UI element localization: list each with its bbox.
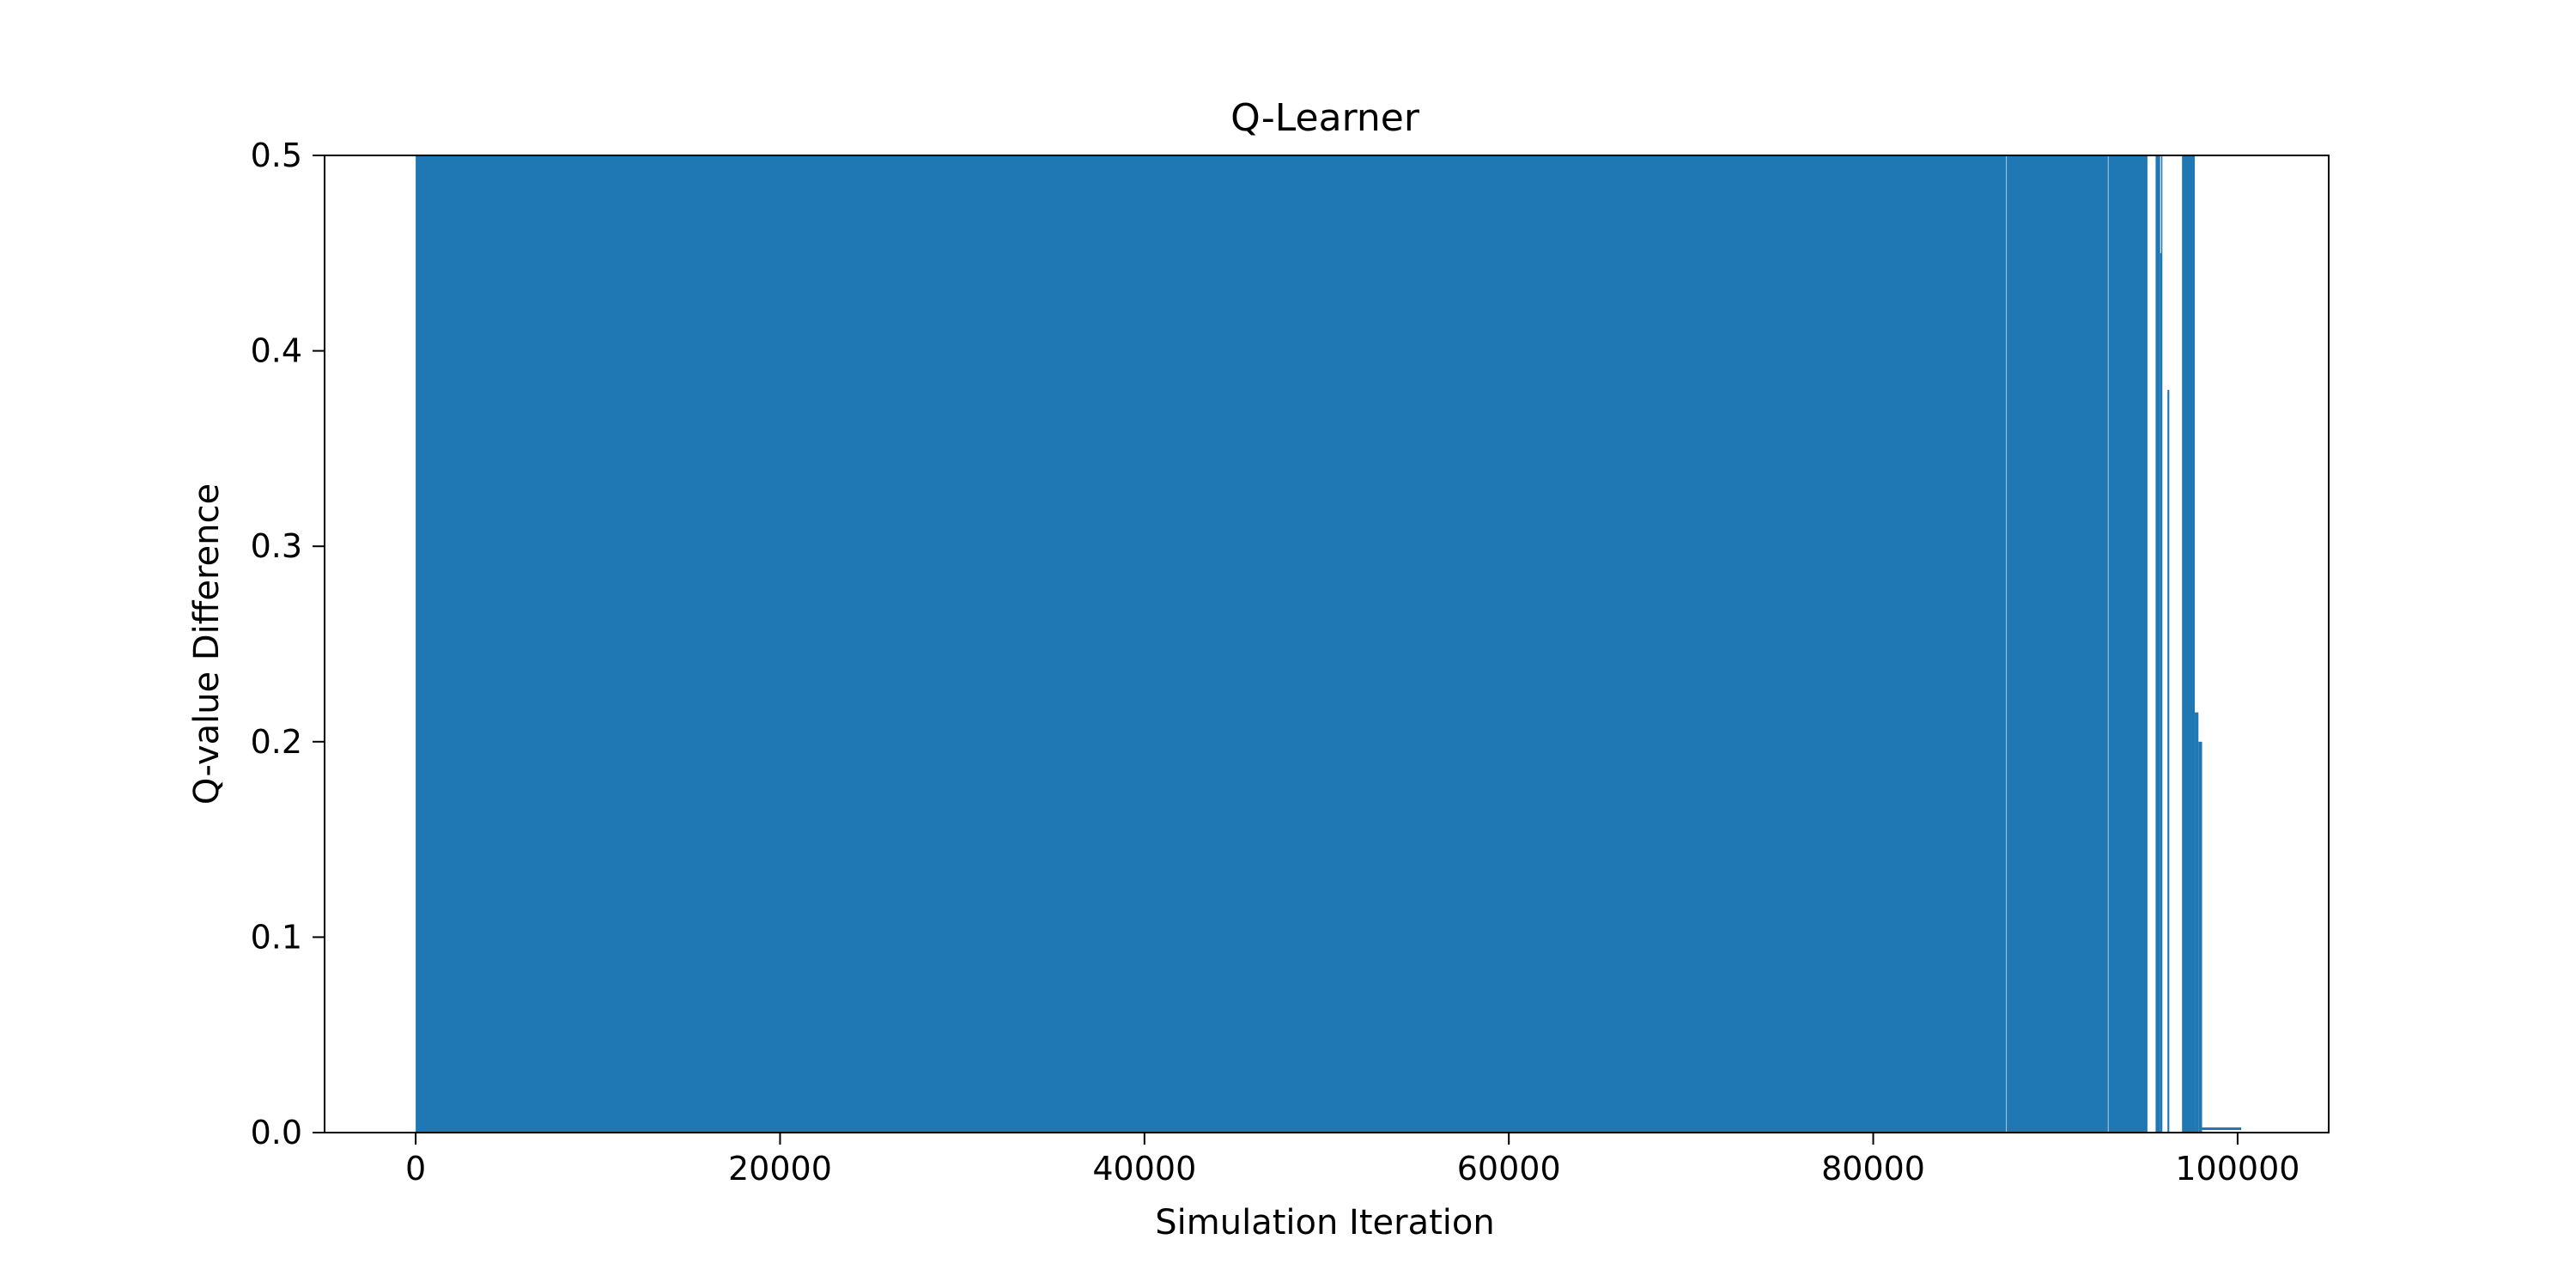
y-axis-label: Q-value Difference xyxy=(187,483,227,805)
y-tick-label: 0.2 xyxy=(251,723,302,761)
series-0-oscillation-band xyxy=(2108,155,2148,1133)
series-0-oscillation-band xyxy=(2167,390,2170,1133)
chart-title: Q-Learner xyxy=(1230,96,1420,140)
y-tick-label: 0.3 xyxy=(251,527,302,565)
y-tick-label: 0.4 xyxy=(251,332,302,370)
y-axis: 0.0 0.1 0.2 0.3 0.4 0.5 xyxy=(251,137,325,1151)
series-0-oscillation-band xyxy=(2155,155,2160,1133)
y-tick-label: 0.5 xyxy=(251,137,302,174)
x-tick-label: 60000 xyxy=(1457,1150,1561,1188)
y-tick-label: 0.0 xyxy=(251,1114,302,1151)
x-tick-label: 100000 xyxy=(2175,1150,2300,1188)
series-0-oscillation-band xyxy=(2198,741,2202,1133)
x-tick-label: 80000 xyxy=(1821,1150,1925,1188)
series-0-oscillation-band xyxy=(416,155,2007,1133)
axes-frame xyxy=(324,155,2330,1133)
x-tick-label: 40000 xyxy=(1092,1150,1196,1188)
x-axis-label: Simulation Iteration xyxy=(1155,1203,1494,1242)
series-0-oscillation-band xyxy=(2195,712,2199,1133)
plot-area xyxy=(416,155,2242,1133)
x-axis: 0 20000 40000 60000 80000 100000 xyxy=(405,1133,2300,1188)
x-tick-label: 0 xyxy=(405,1150,426,1188)
series-0-oscillation-band xyxy=(2007,155,2108,1133)
series-0-oscillation-band xyxy=(2182,155,2196,1133)
x-tick-label: 20000 xyxy=(728,1150,832,1188)
y-tick-label: 0.1 xyxy=(251,918,302,956)
series-0-oscillation-band xyxy=(2160,252,2162,1133)
series-0-oscillation-band xyxy=(2160,155,2163,1133)
